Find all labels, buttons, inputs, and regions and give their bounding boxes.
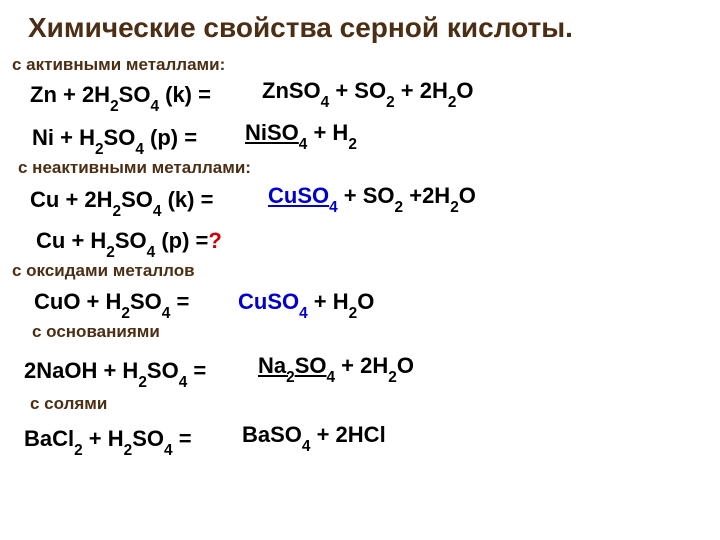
cu1-rhs-4: O bbox=[459, 183, 476, 208]
eq-bacl: BaCl2 + H2SO4 = bbox=[24, 426, 192, 452]
sub-4f: 4 bbox=[329, 199, 338, 216]
sub-2l: 2 bbox=[138, 374, 147, 391]
sub-4h: 4 bbox=[162, 305, 171, 322]
naoh-rhs-under: Na2SO4 bbox=[258, 353, 335, 378]
cuo-rhs-1t: CuSO bbox=[238, 289, 299, 314]
sub-2k: 2 bbox=[349, 305, 358, 322]
zn-lhs-3: (k) = bbox=[159, 82, 211, 107]
eq-cuo: CuO + H2SO4 = bbox=[34, 289, 189, 315]
eq-cu2: Cu + H2SO4 (p) =? bbox=[36, 228, 222, 254]
sub-2d: 2 bbox=[95, 141, 104, 158]
cu1-lhs-1: Cu + 2H bbox=[30, 187, 113, 212]
sub-2: 2 bbox=[110, 98, 119, 115]
label-inactive-metals: с неактивными металлами: bbox=[18, 158, 251, 178]
eq-zn: Zn + 2H2SO4 (k) = bbox=[30, 82, 211, 108]
slide-container: Химические свойства серной кислоты. с ак… bbox=[0, 0, 720, 540]
sub-2j: 2 bbox=[121, 305, 130, 322]
cuo-lhs-1: CuO + H bbox=[34, 289, 121, 314]
cuo-lhs-2: SO bbox=[130, 289, 162, 314]
ni-rhs-2: + H bbox=[307, 120, 348, 145]
sub-4m: 4 bbox=[302, 438, 311, 455]
label-metal-oxides: с оксидами металлов bbox=[12, 261, 195, 281]
sub-2g: 2 bbox=[395, 199, 404, 216]
cu1-rhs-1: CuSO4 bbox=[268, 183, 338, 208]
label-salts: с солями bbox=[30, 394, 107, 414]
sub-2o: 2 bbox=[74, 442, 83, 459]
cu1-rhs-1-t: CuSO bbox=[268, 183, 329, 208]
ni-rhs-1: NiSO4 bbox=[245, 120, 307, 145]
sub-4: 4 bbox=[150, 98, 159, 115]
ni-lhs-2: SO bbox=[104, 125, 136, 150]
ni-lhs-1: Ni + H bbox=[32, 125, 95, 150]
eq-naoh-rhs: Na2SO4 + 2H2O bbox=[258, 353, 414, 379]
naoh-rhs-2: SO bbox=[295, 353, 327, 378]
page-title: Химические свойства серной кислоты. bbox=[28, 12, 573, 44]
sub-2f: 2 bbox=[113, 203, 122, 220]
eq-zn-rhs: ZnSO4 + SO2 + 2H2O bbox=[262, 78, 474, 104]
zn-rhs-1: ZnSO bbox=[262, 78, 321, 103]
naoh-rhs-1: Na bbox=[258, 353, 286, 378]
naoh-lhs-3: = bbox=[187, 358, 206, 383]
ni-lhs-3: (p) = bbox=[144, 125, 197, 150]
naoh-lhs-2: SO bbox=[147, 358, 179, 383]
bacl-lhs-3: SO bbox=[132, 426, 164, 451]
cu1-rhs-2: + SO bbox=[338, 183, 395, 208]
sub-2p: 2 bbox=[124, 442, 133, 459]
sub-2n: 2 bbox=[388, 369, 397, 386]
sub-2m: 2 bbox=[286, 369, 295, 386]
eq-cuo-rhs: CuSO4 + H2O bbox=[238, 289, 374, 315]
bacl-lhs-4: = bbox=[173, 426, 192, 451]
cu2-lhs-3: (p) = bbox=[155, 228, 208, 253]
eq-bacl-rhs: BaSO4 + 2HCl bbox=[242, 422, 386, 448]
naoh-rhs-4: O bbox=[397, 353, 414, 378]
eq-ni: Ni + H2SO4 (p) = bbox=[32, 125, 197, 151]
sub-2i: 2 bbox=[106, 244, 115, 261]
eq-cu1: Cu + 2H2SO4 (k) = bbox=[30, 187, 213, 213]
cu2-lhs-2: SO bbox=[115, 228, 147, 253]
sub-2h: 2 bbox=[450, 199, 459, 216]
cuo-rhs-3: O bbox=[357, 289, 374, 314]
label-active-metals: с активными металлами: bbox=[12, 55, 225, 75]
sub-2e: 2 bbox=[348, 136, 357, 153]
naoh-lhs-1: 2NaOH + H bbox=[24, 358, 138, 383]
bacl-rhs-2: + 2HCl bbox=[310, 422, 385, 447]
zn-rhs-3: + 2H bbox=[395, 78, 448, 103]
zn-lhs-2: SO bbox=[119, 82, 151, 107]
cuo-lhs-3: = bbox=[170, 289, 189, 314]
eq-naoh: 2NaOH + H2SO4 = bbox=[24, 358, 206, 384]
cu2-q: ? bbox=[208, 228, 221, 253]
sub-4l: 4 bbox=[164, 442, 173, 459]
ni-rhs-1-t: NiSO bbox=[245, 120, 299, 145]
sub-4e: 4 bbox=[153, 203, 162, 220]
cu1-lhs-3: (k) = bbox=[161, 187, 213, 212]
eq-cu1-rhs: CuSO4 + SO2 +2H2O bbox=[268, 183, 476, 209]
naoh-rhs-3: + 2H bbox=[335, 353, 388, 378]
sub-4b: 4 bbox=[321, 94, 330, 111]
sub-4c: 4 bbox=[135, 141, 144, 158]
bacl-rhs-1: BaSO bbox=[242, 422, 302, 447]
sub-4d: 4 bbox=[299, 136, 308, 153]
zn-lhs-1: Zn + 2H bbox=[30, 82, 110, 107]
sub-4g: 4 bbox=[147, 244, 156, 261]
eq-ni-rhs: NiSO4 + H2 bbox=[245, 120, 357, 146]
zn-rhs-4: O bbox=[456, 78, 473, 103]
zn-rhs-2: + SO bbox=[329, 78, 386, 103]
sub-2c: 2 bbox=[448, 94, 457, 111]
sub-2b: 2 bbox=[386, 94, 395, 111]
bacl-lhs-2: + H bbox=[83, 426, 124, 451]
sub-4k: 4 bbox=[326, 369, 335, 386]
sub-4j: 4 bbox=[179, 374, 188, 391]
cuo-rhs-2: + H bbox=[308, 289, 349, 314]
label-bases: с основаниями bbox=[32, 322, 160, 342]
cu2-lhs-1: Cu + H bbox=[36, 228, 106, 253]
bacl-lhs-1: BaCl bbox=[24, 426, 74, 451]
cu1-lhs-2: SO bbox=[121, 187, 153, 212]
cu1-rhs-3: +2H bbox=[403, 183, 450, 208]
sub-4i: 4 bbox=[299, 305, 308, 322]
